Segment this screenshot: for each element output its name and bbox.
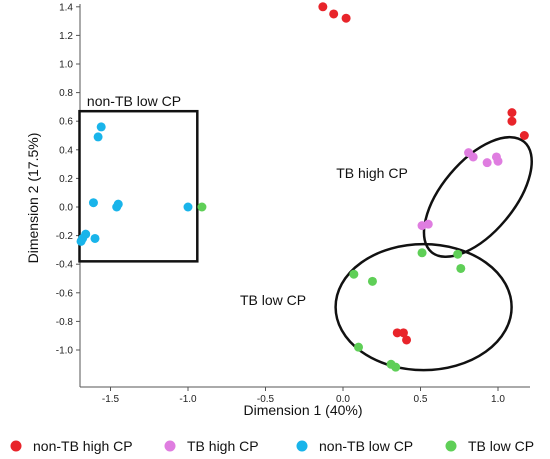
x-tick-label: 0.0 (336, 394, 350, 405)
point-non-tb-high-cp (402, 335, 412, 345)
legend-marker (10, 440, 22, 452)
y-tick-label: 0.4 (59, 145, 73, 156)
point-non-tb-low-cp (113, 199, 123, 209)
tick-labels: 1.4 1.2 1.0 0.8 0.6 0.4 0.2 0.0 -0.2 -0.4 -0.6 -0.8… (56, 2, 506, 405)
point-non-tb-low-cp (76, 236, 86, 246)
y-tick-label: 0.6 (59, 117, 73, 128)
y-tick-label: 1.0 (59, 60, 73, 71)
point-tb-low-cp (417, 248, 427, 258)
legend-item-non-tb-high-cp: non-TB high CP (10, 438, 133, 454)
point-tb-low-cp (197, 202, 207, 212)
y-tick-label: 0.0 (59, 203, 73, 214)
annotation-ellipse-tb-high-cp (422, 135, 533, 259)
y-tick-label: -0.8 (56, 317, 74, 328)
legend-item-tb-high-cp: TB high CP (164, 438, 259, 454)
point-non-tb-high-cp (507, 108, 517, 118)
point-non-tb-high-cp (341, 13, 351, 23)
point-non-tb-high-cp (318, 2, 328, 12)
legend-marker (445, 440, 457, 452)
legend-item-non-tb-low-cp: non-TB low CP (296, 438, 413, 454)
x-axis-label: Dimension 1 (40%) (243, 402, 362, 418)
data-points (76, 2, 529, 372)
legend-item-tb-low-cp: TB low CP (445, 438, 534, 454)
y-tick-label: -1.0 (56, 346, 74, 357)
point-tb-low-cp (354, 342, 363, 352)
point-tb-low-cp (349, 269, 359, 279)
point-non-tb-high-cp (519, 131, 529, 140)
annotation-rectangle (78, 109, 199, 263)
annotation-shapes (78, 109, 533, 372)
legend-marker (296, 440, 308, 452)
point-non-tb-high-cp (398, 328, 408, 338)
annotation-label-tb-low-cp: TB low CP (240, 292, 306, 308)
point-non-tb-low-cp (90, 233, 100, 243)
point-non-tb-high-cp (392, 328, 402, 338)
legend-label: TB low CP (468, 438, 534, 454)
legend-label: non-TB high CP (33, 438, 133, 454)
axes (76, 4, 530, 391)
point-non-tb-low-cp (81, 229, 91, 239)
x-tick-label: -1.5 (102, 394, 120, 405)
point-non-tb-low-cp (183, 202, 193, 212)
y-tick-label: -0.6 (56, 288, 74, 299)
point-tb-high-cp (493, 156, 503, 166)
x-tick-label: -1.0 (179, 394, 197, 405)
x-tick-label: 0.5 (414, 394, 428, 405)
legend-marker (164, 440, 176, 452)
point-non-tb-low-cp (88, 198, 98, 208)
point-non-tb-low-cp (93, 132, 103, 142)
x-tick-label: 1.0 (491, 394, 505, 405)
legend-label: TB high CP (187, 438, 259, 454)
legend: non-TB high CP TB high CP non-TB low CP … (10, 438, 534, 454)
point-tb-high-cp (482, 158, 492, 168)
y-tick-label: 0.2 (59, 174, 73, 185)
legend-label: non-TB low CP (319, 438, 413, 454)
annotation-ellipse-tb-low-cp (334, 242, 513, 372)
y-tick-label: -0.2 (56, 231, 74, 242)
y-axis-label: Dimension 2 (17.5%) (25, 133, 41, 264)
point-tb-high-cp (468, 152, 478, 162)
annotation-label-non-tb-low-cp: non-TB low CP (87, 93, 181, 109)
point-tb-low-cp (391, 362, 401, 372)
point-tb-low-cp (367, 276, 377, 286)
point-non-tb-high-cp (507, 116, 517, 126)
point-tb-low-cp (456, 263, 466, 273)
y-tick-label: 1.2 (59, 31, 73, 42)
y-tick-label: 0.8 (59, 88, 73, 99)
y-tick-label: 1.4 (59, 2, 73, 13)
point-tb-low-cp (453, 249, 463, 259)
annotation-label-tb-high-cp: TB high CP (336, 165, 408, 181)
point-tb-high-cp (423, 219, 433, 229)
x-tick-label: -0.5 (257, 394, 275, 405)
point-non-tb-low-cp (96, 122, 106, 132)
y-tick-label: -0.4 (56, 260, 74, 271)
point-non-tb-high-cp (329, 9, 339, 19)
